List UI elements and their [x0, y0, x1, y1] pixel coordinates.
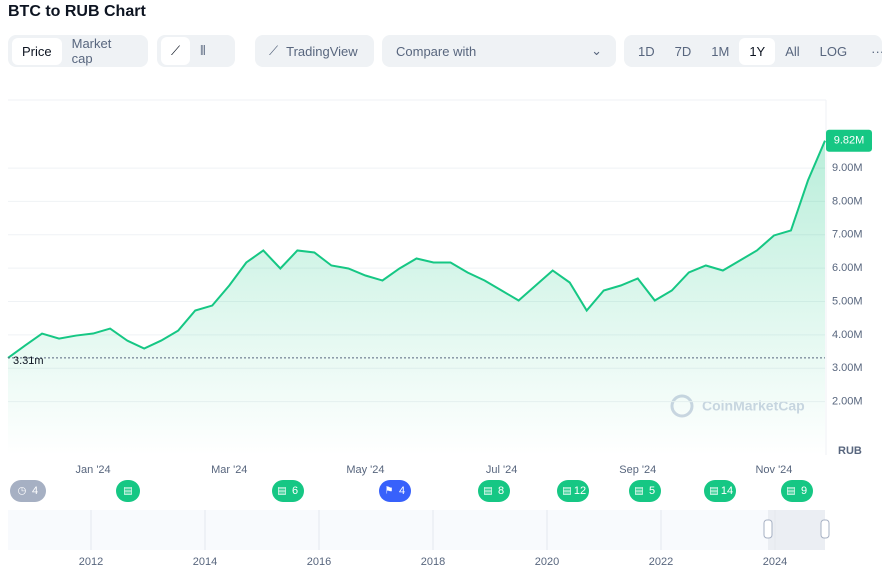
- mode-toggle: Price Market cap: [8, 35, 148, 67]
- navigator-window: [768, 510, 825, 550]
- event-count: 12: [574, 485, 586, 497]
- event-count: 14: [721, 485, 733, 497]
- mode-button[interactable]: Market cap: [71, 36, 112, 66]
- navigator-handle: [763, 519, 773, 539]
- area: [8, 140, 825, 455]
- tradingview-button[interactable]: ⟋ TradingView: [255, 35, 374, 67]
- event-icon: ▤: [634, 486, 643, 497]
- event-badge: [272, 480, 304, 502]
- event-badge: [629, 480, 661, 502]
- x-tick-label: Jul '24: [486, 464, 517, 476]
- range-group: 1D 7D 1M 1Y All LOG ···: [624, 35, 882, 67]
- navigator-year: 2020: [535, 556, 559, 568]
- event-icon: ▤: [786, 486, 795, 497]
- range-button[interactable]: All: [785, 43, 800, 59]
- range-button[interactable]: 1D: [638, 43, 655, 59]
- event-icon: ⚑: [385, 486, 394, 497]
- event-badge: [557, 480, 589, 502]
- y-tick-label: 9.00M: [832, 162, 863, 174]
- watermark-text: CoinMarketCap: [702, 398, 805, 414]
- range-button[interactable]: LOG: [819, 43, 848, 59]
- y-tick-label: 3.00M: [832, 362, 863, 374]
- watermark: CoinMarketCap: [670, 394, 805, 418]
- event-icon: ◷: [18, 486, 27, 497]
- more-button[interactable]: ···: [871, 43, 882, 59]
- candle-style[interactable]: ⫴: [200, 43, 206, 58]
- y-tick-label: 7.00M: [832, 229, 863, 241]
- event-badge: [379, 480, 411, 502]
- x-tick-label: Sep '24: [619, 464, 656, 476]
- navigator-year: 2024: [763, 556, 787, 568]
- event-icon: ▤: [562, 486, 571, 497]
- title: BTC to RUB Chart: [8, 3, 146, 20]
- range-button[interactable]: 1M: [711, 43, 730, 59]
- line-style[interactable]: ⟋: [161, 37, 191, 65]
- x-tick-label: Jan '24: [76, 464, 111, 476]
- event-icon: ▤: [277, 486, 286, 497]
- event-count: 8: [498, 485, 504, 497]
- event-count: 4: [32, 485, 38, 497]
- mode-button[interactable]: Price: [12, 37, 62, 65]
- range-button[interactable]: 7D: [674, 43, 692, 59]
- event-count: 4: [399, 485, 405, 497]
- event-badge: [704, 480, 736, 502]
- label: TradingView: [286, 43, 358, 59]
- event-count: 9: [801, 485, 807, 497]
- current-label: 9.82M: [834, 135, 865, 147]
- navigator-year: 2012: [79, 556, 103, 568]
- range-button[interactable]: 1Y: [739, 37, 776, 65]
- x-tick-label: May '24: [346, 464, 384, 476]
- currency-label: RUB: [838, 445, 862, 457]
- event-badge: [116, 480, 140, 502]
- x-tick-label: Nov '24: [755, 464, 792, 476]
- y-tick-label: 2.00M: [832, 396, 863, 408]
- event-badge: [781, 480, 813, 502]
- event-icon: ▤: [483, 486, 492, 497]
- x-tick-label: Mar '24: [211, 464, 247, 476]
- chart-style: ⟋ ⫴: [157, 35, 235, 67]
- current-badge: [826, 129, 872, 152]
- navigator-year: 2018: [421, 556, 445, 568]
- event-icon: ▤: [709, 486, 718, 497]
- navigator-year: 2016: [307, 556, 331, 568]
- price-line: [7, 140, 826, 359]
- event-badge: [478, 480, 510, 502]
- start-label: 3.31m: [13, 355, 44, 367]
- compare-select[interactable]: Compare with ⌄: [382, 35, 616, 67]
- y-tick-label: 5.00M: [832, 295, 863, 307]
- y-tick-label: 8.00M: [832, 195, 863, 207]
- navigator-handle: [820, 519, 830, 539]
- event-count: 5: [649, 485, 655, 497]
- label: Compare with: [396, 43, 477, 59]
- navigator-year: 2014: [193, 556, 217, 568]
- event-badge: [10, 480, 46, 502]
- navigator: [8, 510, 825, 550]
- y-tick-label: 6.00M: [832, 262, 863, 274]
- event-count: 6: [292, 485, 298, 497]
- y-tick-label: 4.00M: [832, 329, 863, 341]
- navigator-year: 2022: [649, 556, 673, 568]
- event-icon: ▤: [123, 486, 132, 497]
